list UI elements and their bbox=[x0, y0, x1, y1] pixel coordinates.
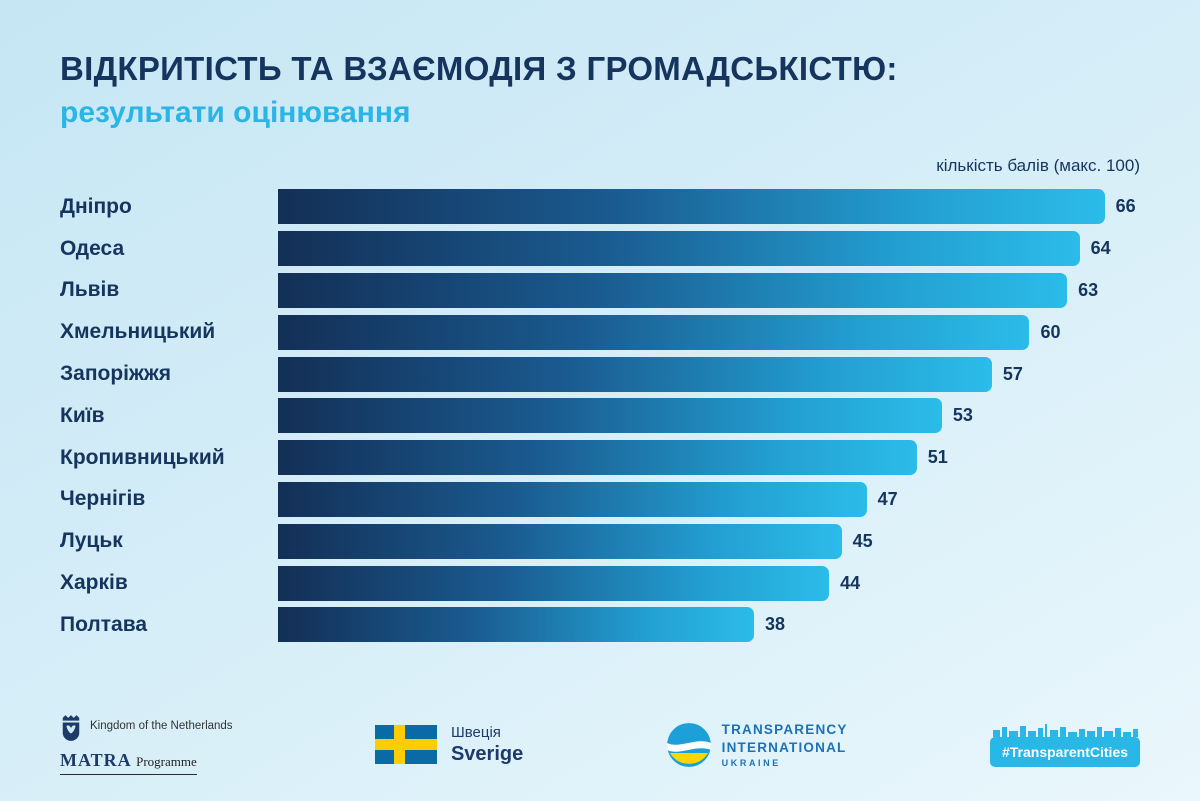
score-value: 66 bbox=[1115, 196, 1136, 217]
bar-area: 63 bbox=[278, 270, 1140, 312]
matra-label: MATRA bbox=[60, 750, 132, 770]
sweden-logo: Швеція Sverige bbox=[374, 724, 523, 766]
chart-row: Хмельницький 60 bbox=[60, 311, 1140, 353]
bar-area: 66 bbox=[278, 186, 1140, 228]
score-bar bbox=[278, 565, 830, 601]
netherlands-label: Kingdom of the Netherlands bbox=[90, 720, 233, 732]
netherlands-matra-logo: Kingdom of the Netherlands MATRA Program… bbox=[60, 714, 233, 775]
netherlands-header: Kingdom of the Netherlands bbox=[60, 714, 233, 742]
city-label: Дніпро bbox=[60, 194, 132, 218]
matra-programme-label: MATRA Programme bbox=[60, 750, 197, 775]
city-label: Хмельницький bbox=[60, 320, 216, 344]
score-value: 44 bbox=[840, 572, 861, 593]
score-bar bbox=[278, 481, 867, 517]
city-label: Кропивницький bbox=[60, 445, 225, 469]
chart-row: Запоріжжя 57 bbox=[60, 353, 1140, 395]
transparent-cities-label: #TransparentCities bbox=[1002, 744, 1128, 760]
city-label: Полтава bbox=[60, 612, 148, 636]
bar-area: 47 bbox=[278, 479, 1140, 521]
transparency-line2: INTERNATIONAL bbox=[721, 739, 847, 755]
chart-row: Полтава 38 bbox=[60, 604, 1140, 646]
transparency-line1: TRANSPARENCY bbox=[721, 721, 848, 737]
score-value: 60 bbox=[1040, 321, 1061, 342]
city-label: Чернігів bbox=[60, 487, 146, 511]
sweden-text: Швеція Sverige bbox=[451, 724, 523, 766]
transparency-international-logo: TRANSPARENCY INTERNATIONAL UKRAINE bbox=[666, 721, 848, 768]
chart-row: Чернігів 47 bbox=[60, 479, 1140, 521]
transparency-line3: UKRAINE bbox=[721, 758, 781, 769]
chart-row: Одеса 64 bbox=[60, 228, 1140, 270]
chart-row: Кропивницький 51 bbox=[60, 437, 1140, 479]
bar-chart: Дніпро 66 Одеса 64 Львів 63 Хмельницький 60 Запо… bbox=[60, 186, 1140, 646]
bar-area: 53 bbox=[278, 395, 1140, 437]
bar-area: 64 bbox=[278, 228, 1140, 270]
chart-row: Луцьк 45 bbox=[60, 520, 1140, 562]
score-bar bbox=[278, 440, 917, 476]
score-value: 51 bbox=[927, 447, 948, 468]
city-label: Львів bbox=[60, 278, 120, 302]
sweden-label-uk: Швеція bbox=[450, 723, 501, 741]
transparent-cities-skyline-icon: #TransparentCities bbox=[989, 723, 1140, 767]
transparent-cities-badge: #TransparentCities bbox=[989, 721, 1140, 769]
score-bar bbox=[278, 231, 1080, 267]
netherlands-coat-of-arms-icon bbox=[62, 715, 80, 741]
score-bar bbox=[278, 356, 992, 392]
page-title: ВІДКРИТІСТЬ ТА ВЗАЄМОДІЯ З ГРОМАДСЬКІСТЮ… bbox=[60, 50, 898, 87]
score-bar bbox=[278, 189, 1105, 225]
footer-logos: Kingdom of the Netherlands MATRA Program… bbox=[0, 714, 1200, 775]
bar-area: 57 bbox=[278, 353, 1140, 395]
score-bar bbox=[278, 272, 1068, 308]
programme-label: Programme bbox=[136, 754, 197, 769]
chart-row: Київ 53 bbox=[60, 395, 1140, 437]
chart-row: Львів 63 bbox=[60, 270, 1140, 312]
bar-area: 60 bbox=[278, 311, 1140, 353]
chart-row: Дніпро 66 bbox=[60, 186, 1140, 228]
score-value: 38 bbox=[764, 614, 786, 635]
chart-row: Харків 44 bbox=[60, 562, 1140, 604]
score-bar bbox=[278, 523, 842, 559]
city-label: Одеса bbox=[60, 236, 125, 260]
page-subtitle: результати оцінювання bbox=[60, 96, 411, 129]
sweden-label-sv: Sverige bbox=[450, 742, 524, 765]
transparency-text: TRANSPARENCY INTERNATIONAL UKRAINE bbox=[722, 721, 848, 768]
score-value: 45 bbox=[852, 530, 873, 551]
city-label: Запоріжжя bbox=[60, 362, 172, 386]
score-value: 63 bbox=[1078, 279, 1099, 300]
transparency-international-icon bbox=[666, 722, 711, 767]
sweden-flag-icon bbox=[374, 725, 437, 764]
score-bar bbox=[278, 607, 754, 643]
infographic: ВІДКРИТІСТЬ ТА ВЗАЄМОДІЯ З ГРОМАДСЬКІСТЮ… bbox=[60, 50, 1140, 646]
score-bar bbox=[278, 314, 1030, 350]
city-label: Київ bbox=[60, 403, 105, 427]
city-label: Луцьк bbox=[60, 529, 123, 553]
axis-note: кількість балів (макс. 100) bbox=[936, 156, 1140, 175]
bar-area: 38 bbox=[278, 604, 1140, 646]
score-value: 47 bbox=[877, 488, 898, 509]
bar-area: 44 bbox=[278, 562, 1140, 604]
bar-area: 45 bbox=[278, 520, 1140, 562]
score-value: 53 bbox=[952, 405, 973, 426]
score-value: 64 bbox=[1090, 238, 1111, 259]
score-bar bbox=[278, 398, 942, 434]
city-label: Харків bbox=[60, 571, 128, 595]
score-value: 57 bbox=[1002, 363, 1023, 384]
bar-area: 51 bbox=[278, 437, 1140, 479]
